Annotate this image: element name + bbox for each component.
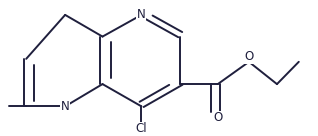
Text: N: N — [61, 100, 70, 113]
Text: O: O — [213, 111, 222, 124]
Text: O: O — [244, 50, 253, 63]
Text: Cl: Cl — [136, 122, 147, 135]
Text: N: N — [137, 8, 146, 21]
